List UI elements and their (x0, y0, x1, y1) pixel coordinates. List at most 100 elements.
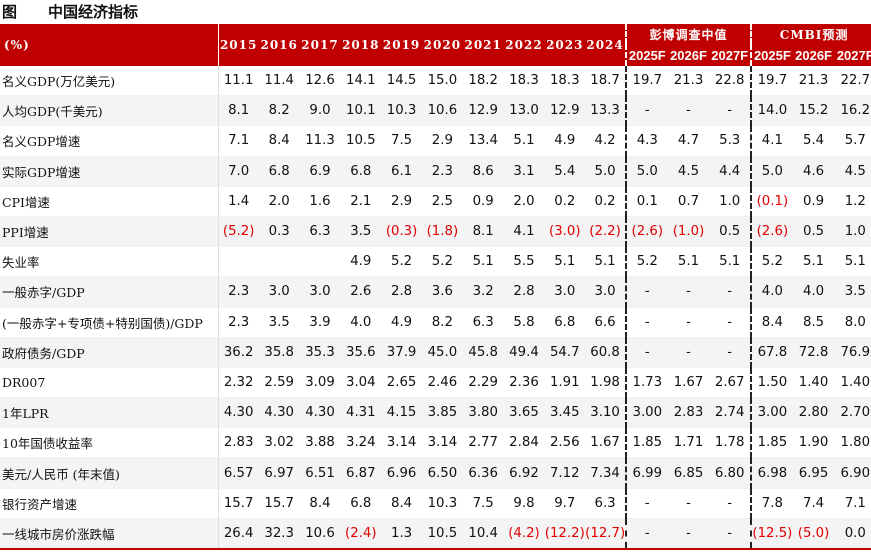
table-cell: (2.4) (340, 518, 382, 550)
year-header: 2024 (585, 24, 626, 66)
table-cell: 6.57 (217, 457, 259, 489)
table-cell: - (667, 95, 710, 127)
table-cell: 4.9 (544, 125, 586, 157)
table-cell (217, 246, 259, 278)
table-cell: 15.7 (217, 488, 259, 519)
table-cell: 6.87 (340, 457, 382, 489)
table-cell: 10.5 (421, 518, 463, 550)
table-cell: 5.2 (421, 246, 463, 278)
table-cell: 15.0 (421, 66, 463, 97)
table-cell: 18.2 (462, 66, 504, 97)
table-cell: 16.2 (834, 95, 871, 127)
table-cell: 12.9 (462, 95, 504, 127)
table-cell: 13.0 (503, 95, 545, 127)
table-cell: 37.9 (381, 337, 422, 368)
table-cell: 2.0 (503, 186, 545, 217)
table-cell: 2.80 (792, 397, 835, 429)
table-cell: 7.5 (381, 125, 422, 157)
table-cell: 54.7 (544, 337, 586, 368)
table-row: 名义GDP增速 7.1 8.4 11.3 10.5 7.5 2.9 13.4 5.1 4.9 4.2… (0, 125, 871, 157)
table-cell: 7.8 (750, 488, 793, 519)
year-header: 2016 (258, 24, 300, 66)
row-label: 实际GDP增速 (0, 156, 218, 187)
row-label: 一线城市房价涨跌幅 (0, 518, 218, 550)
table-cell: 5.2 (750, 246, 793, 278)
row-label: 银行资产增速 (0, 488, 218, 519)
table-cell: 3.10 (585, 397, 626, 429)
table-row: 美元/人民币 (年末值) 6.57 6.97 6.51 6.87 6.96 6.50 6.36… (0, 457, 871, 489)
table-cell: 2.1 (340, 186, 382, 217)
table-cell: 2.70 (834, 397, 871, 429)
table-cell: 3.65 (503, 397, 545, 429)
table-row: 政府债务/GDP 36.2 35.8 35.3 35.6 37.9 45.0 45.8 49.4… (0, 337, 871, 368)
table-cell: 1.78 (709, 427, 752, 459)
table-cell: 2.77 (462, 427, 504, 459)
table-cell: 1.0 (709, 186, 752, 217)
year-header: 2023 (544, 24, 586, 66)
table-cell: 10.4 (462, 518, 504, 550)
table-cell: 6.97 (258, 457, 300, 489)
header-row-groups: (%) 2015 2016 2017 2018 2019 2020 2021 2… (0, 24, 871, 66)
table-cell: 4.3 (624, 125, 668, 157)
table-cell: 8.1 (462, 216, 504, 248)
table-cell: 3.5 (340, 216, 382, 248)
table-cell: 1.91 (544, 367, 586, 399)
table-cell: 5.3 (709, 125, 752, 157)
table-cell: 5.1 (544, 246, 586, 278)
table-cell: 2.59 (258, 367, 300, 399)
table-cell: (2.6) (750, 216, 793, 248)
bloomberg-year-header: 2027F (709, 44, 752, 66)
table-cell: 1.4 (217, 186, 259, 217)
table-cell: 5.2 (624, 246, 668, 278)
table-cell: 3.6 (421, 276, 463, 308)
table-cell: - (624, 518, 668, 550)
table-cell: 2.74 (709, 397, 752, 429)
table-cell: 2.3 (217, 307, 259, 338)
table-cell: 2.83 (217, 427, 259, 459)
table-cell: 2.9 (421, 125, 463, 157)
table-cell: 1.85 (750, 427, 793, 459)
table-cell: 3.0 (299, 276, 341, 308)
figure-title: 图 中国经济指标 (2, 0, 138, 24)
table-cell: 6.9 (299, 156, 341, 187)
table-cell: 45.0 (421, 337, 463, 368)
table-cell: 6.92 (503, 457, 545, 489)
table-cell: 14.5 (381, 66, 422, 97)
table-cell: - (709, 307, 752, 338)
table-cell: 4.30 (299, 397, 341, 429)
row-label: 名义GDP增速 (0, 125, 218, 157)
figure-title-text: 中国经济指标 (48, 3, 139, 21)
table-cell: 3.09 (299, 367, 341, 399)
row-label: PPI增速 (0, 216, 218, 248)
table-cell: - (667, 488, 710, 519)
table-cell: 10.5 (340, 125, 382, 157)
table-cell: 14.1 (340, 66, 382, 97)
table-cell: 2.9 (381, 186, 422, 217)
table-cell: 7.0 (217, 156, 259, 187)
table-cell: 18.3 (503, 66, 545, 97)
table-cell: 6.3 (462, 307, 504, 338)
table-cell: 6.6 (585, 307, 626, 338)
table-cell: 4.6 (792, 156, 835, 187)
table-cell: 1.98 (585, 367, 626, 399)
table-cell: 8.4 (299, 488, 341, 519)
table-cell: 8.2 (258, 95, 300, 127)
table-cell: (3.0) (544, 216, 586, 248)
table-cell: (4.2) (503, 518, 545, 550)
table-cell: 6.8 (340, 488, 382, 519)
row-label: 一般赤字/GDP (0, 276, 218, 308)
table-cell (258, 246, 300, 278)
table-cell: 2.65 (381, 367, 422, 399)
table-cell: 11.3 (299, 125, 341, 157)
bloomberg-year-header: 2026F (667, 44, 710, 66)
table-cell: 3.0 (585, 276, 626, 308)
cmbi-year-header: 2026F (792, 44, 835, 66)
table-cell: - (624, 307, 668, 338)
table-cell: 7.34 (585, 457, 626, 489)
table-cell: - (624, 337, 668, 368)
table-cell: 72.8 (792, 337, 835, 368)
year-header: 2019 (381, 24, 422, 66)
table-cell: 0.9 (462, 186, 504, 217)
table-cell: 18.7 (585, 66, 626, 97)
table-cell: 3.1 (503, 156, 545, 187)
